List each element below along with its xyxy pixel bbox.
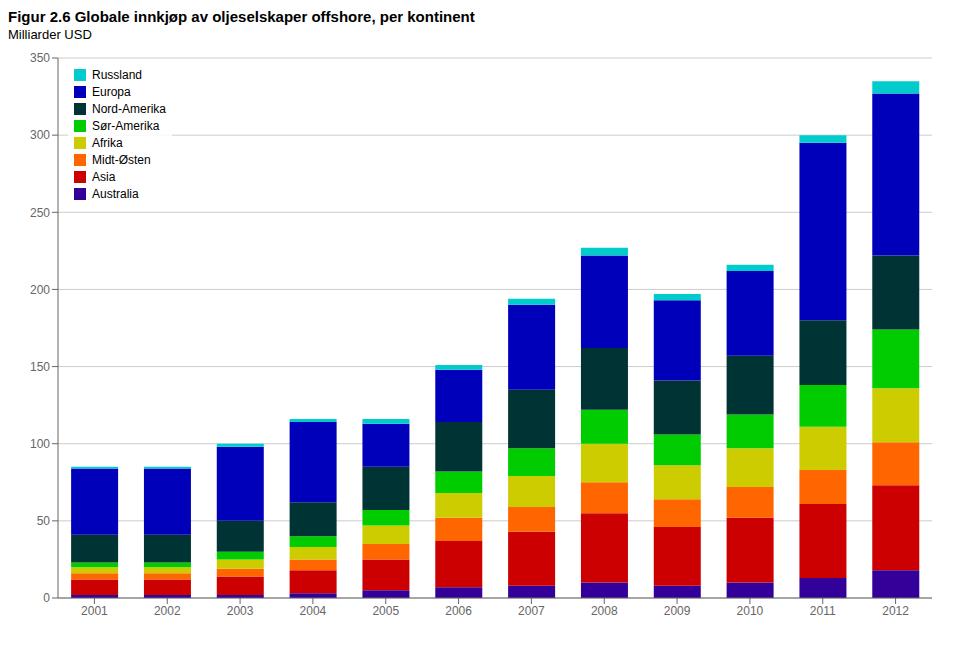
svg-text:2011: 2011 — [810, 604, 836, 618]
html-text:Nord-Amerika: Nord-Amerika — [92, 102, 166, 116]
svg-text:2001: 2001 — [81, 604, 108, 618]
svg-text:50: 50 — [37, 514, 51, 528]
svg-text:2006: 2006 — [445, 604, 472, 618]
html-text:Asia: Asia — [92, 170, 116, 184]
svg-text:300: 300 — [30, 128, 50, 142]
svg-text:2012: 2012 — [882, 604, 909, 618]
svg-text:350: 350 — [30, 51, 50, 65]
svg-text:2005: 2005 — [372, 604, 399, 618]
svg-text:200: 200 — [30, 283, 50, 297]
svg-text:2007: 2007 — [518, 604, 545, 618]
html-text:Europa: Europa — [92, 85, 131, 99]
svg-text:2008: 2008 — [591, 604, 618, 618]
html-text:Milliarder USD: Milliarder USD — [8, 27, 92, 42]
html-text:Australia: Australia — [92, 187, 139, 201]
html-text:Sør-Amerika: Sør-Amerika — [92, 119, 160, 133]
svg-text:2004: 2004 — [300, 604, 327, 618]
html-text:Afrika: Afrika — [92, 136, 123, 150]
svg-text:100: 100 — [30, 437, 50, 451]
svg-text:2010: 2010 — [737, 604, 764, 618]
html-text:Russland: Russland — [92, 68, 142, 82]
svg-text:0: 0 — [43, 591, 50, 605]
svg-text:2009: 2009 — [664, 604, 691, 618]
html-text:Midt-Østen: Midt-Østen — [92, 153, 151, 167]
html-text:Figur 2.6 Globale innkjøp av o: Figur 2.6 Globale innkjøp av oljeselskap… — [8, 8, 475, 25]
svg-text:2003: 2003 — [227, 604, 254, 618]
svg-text:250: 250 — [30, 206, 50, 220]
svg-text:150: 150 — [30, 360, 50, 374]
svg-text:2002: 2002 — [154, 604, 181, 618]
